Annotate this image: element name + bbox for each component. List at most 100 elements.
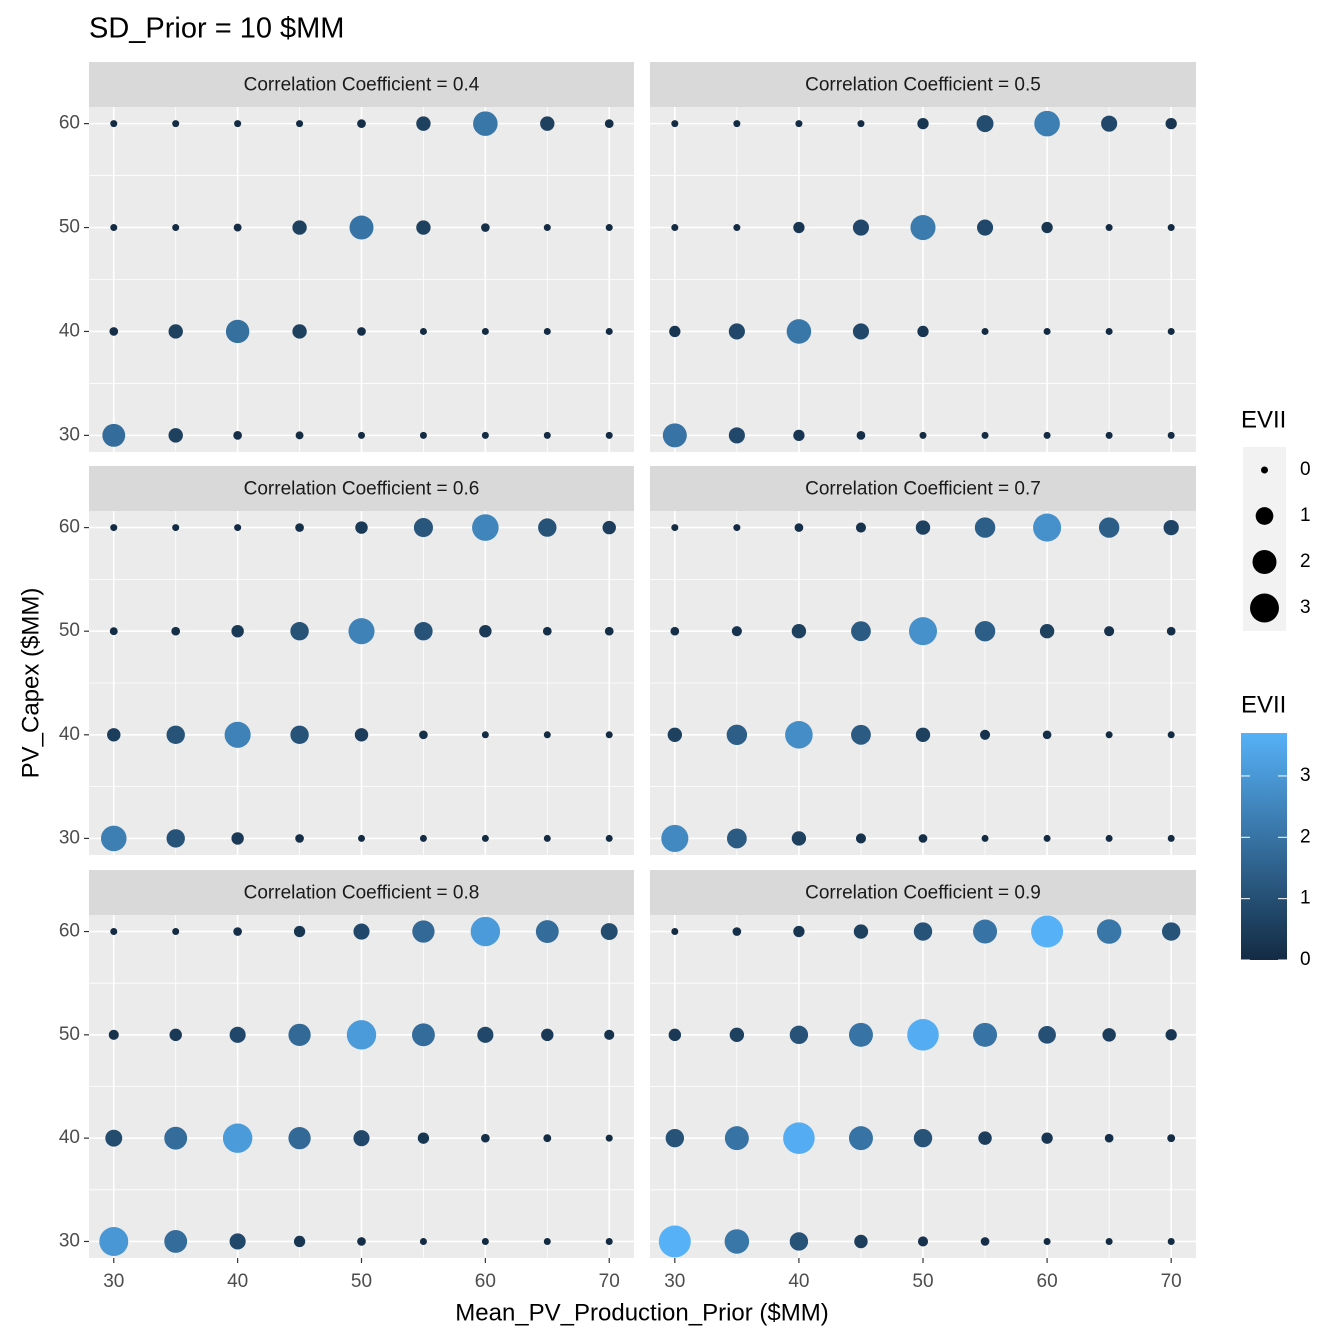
point [605,431,613,439]
point [665,1128,685,1148]
strip [650,466,1196,511]
legend-size-key [1252,549,1277,575]
legend-label: 0 [1300,949,1311,970]
point [354,728,369,742]
legend-label: 3 [1300,597,1311,618]
point [605,224,613,232]
point [724,1229,750,1254]
point [293,925,306,938]
x-tick-label: 50 [351,1271,372,1292]
point [172,524,180,532]
point [978,1131,992,1145]
legend-size-key [1261,466,1268,474]
point [910,215,936,241]
point [976,115,994,133]
legend-label: 2 [1300,551,1311,572]
point [295,523,304,532]
point [853,924,869,939]
point [234,120,242,128]
point [917,117,929,130]
point [915,520,931,535]
point [917,325,929,338]
point [1105,224,1113,232]
point [419,834,427,842]
strip [89,870,634,915]
point [358,431,365,439]
point [851,621,871,642]
colorbar [1241,733,1287,960]
y-tick-label: 30 [59,424,80,445]
point [981,431,989,439]
point [164,1230,188,1253]
point [794,523,804,532]
point [848,1022,873,1047]
y-tick-label: 50 [59,1024,80,1045]
point [353,1130,370,1147]
point [416,116,431,131]
point [1104,1133,1114,1143]
point [724,1126,749,1151]
point [357,327,366,336]
point [288,1127,311,1150]
point [229,1233,246,1250]
point [973,919,998,944]
point [100,825,127,852]
point [852,219,870,236]
point [974,620,996,642]
point [1042,730,1052,740]
point [231,832,244,845]
point [600,923,618,940]
point [543,1237,551,1245]
point [171,626,181,636]
point [1167,327,1175,335]
panel-title: Correlation Coefficient = 0.9 [805,883,1041,904]
point [668,1028,682,1042]
point [671,224,679,232]
point [1098,517,1120,538]
strip [650,62,1196,107]
x-tick-label: 40 [227,1271,248,1292]
point [1165,117,1177,130]
y-tick-label: 30 [59,1230,80,1251]
legend-title: EVII [1241,406,1286,433]
point [481,1133,490,1143]
point [855,522,866,533]
point [105,1129,123,1147]
point [733,524,741,532]
point [604,626,614,636]
point [110,928,118,936]
point [481,223,490,232]
y-tick-label: 60 [59,113,80,134]
point [605,1134,613,1142]
point [233,431,242,440]
point [419,327,427,335]
point [789,1025,809,1045]
legend-title: EVII [1241,691,1286,718]
legend-label: 2 [1300,826,1311,847]
y-tick-label: 50 [59,620,80,641]
point [288,1023,311,1046]
point [349,215,374,240]
point [1043,431,1051,439]
point [1101,115,1118,132]
strip [89,62,634,107]
x-axis-title: Mean_PV_Production_Prior ($MM) [455,1299,829,1326]
y-tick-label: 60 [59,517,80,538]
x-tick-label: 30 [664,1271,685,1292]
x-tick-label: 70 [599,1271,620,1292]
point [109,627,118,636]
point [857,120,865,128]
point [973,1022,998,1047]
point [107,728,121,742]
point [481,834,489,842]
point [416,220,431,235]
point [1031,915,1064,948]
point [1104,626,1115,637]
point [662,423,687,448]
y-tick-label: 30 [59,827,80,848]
point [1105,1237,1113,1245]
point [605,731,613,739]
point [604,119,614,128]
point [669,325,681,338]
point [980,729,991,740]
